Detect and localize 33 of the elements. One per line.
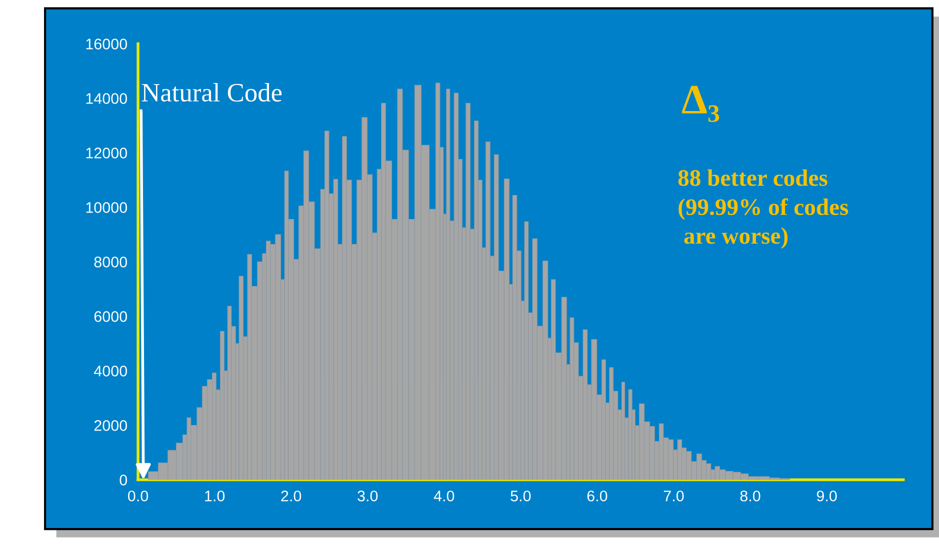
x-tick-label: 3.0 (358, 490, 378, 502)
y-tick-label: 4000 (94, 366, 128, 376)
y-tick-label: 6000 (94, 311, 128, 322)
bar (474, 120, 478, 480)
bar (591, 339, 598, 480)
bar (446, 88, 450, 480)
x-tick-label: 8.0 (740, 490, 760, 502)
bar (466, 102, 470, 480)
annotation: Δ₃ (682, 86, 720, 122)
x-tick-label: 2.0 (281, 490, 302, 502)
y-tick-label: 2000 (94, 420, 128, 431)
x-tick-label: 9.0 (816, 490, 837, 502)
bar (609, 367, 614, 480)
bar (524, 221, 529, 480)
bar (227, 306, 232, 480)
y-tick-label: 12000 (86, 148, 128, 158)
x-tick-label: 7.0 (664, 490, 684, 502)
annotation: 88 better codes (99.99% of codes are worse) (678, 169, 848, 249)
bar (220, 330, 224, 480)
y-tick-label: 0 (120, 474, 128, 486)
bar (677, 439, 682, 480)
x-tick-label: 6.0 (587, 490, 608, 502)
bar (486, 142, 490, 480)
y-tick-label: 14000 (86, 93, 128, 104)
x-tick-label: 4.0 (434, 490, 454, 502)
bar (238, 276, 244, 480)
y-tick-label: 16000 (86, 38, 128, 50)
y-tick-label: 8000 (94, 256, 128, 268)
x-tick-label: 5.0 (510, 490, 531, 502)
annotation: Natural Code (142, 83, 282, 102)
x-tick-label: 0.0 (128, 490, 148, 502)
x-tick-label: 1.0 (205, 490, 225, 502)
y-tick-label: 10000 (86, 202, 128, 213)
